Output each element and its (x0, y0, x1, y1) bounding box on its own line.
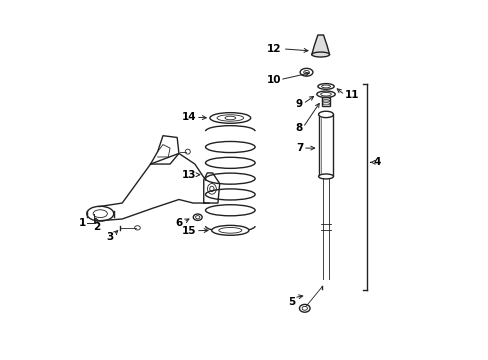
Text: 9: 9 (295, 99, 303, 109)
Text: 6: 6 (175, 218, 183, 228)
Text: 4: 4 (373, 157, 380, 167)
Text: 13: 13 (181, 170, 196, 180)
Text: 7: 7 (295, 143, 303, 153)
Ellipse shape (316, 91, 335, 98)
Text: 2: 2 (93, 222, 100, 232)
Ellipse shape (317, 84, 333, 89)
Ellipse shape (311, 52, 329, 57)
Text: 10: 10 (266, 75, 280, 85)
Bar (318, 114, 333, 176)
Text: 12: 12 (266, 44, 281, 54)
Text: 14: 14 (181, 112, 196, 122)
Text: 5: 5 (288, 297, 295, 307)
Text: 1: 1 (79, 217, 85, 228)
Polygon shape (311, 35, 329, 54)
Ellipse shape (318, 111, 333, 118)
Ellipse shape (211, 225, 248, 235)
Text: 11: 11 (345, 90, 359, 100)
Ellipse shape (300, 68, 312, 76)
Ellipse shape (209, 113, 250, 123)
Text: 15: 15 (181, 226, 196, 236)
Text: 3: 3 (106, 232, 113, 242)
Text: 8: 8 (295, 122, 303, 132)
Bar (321, 95, 329, 105)
Ellipse shape (318, 174, 333, 179)
